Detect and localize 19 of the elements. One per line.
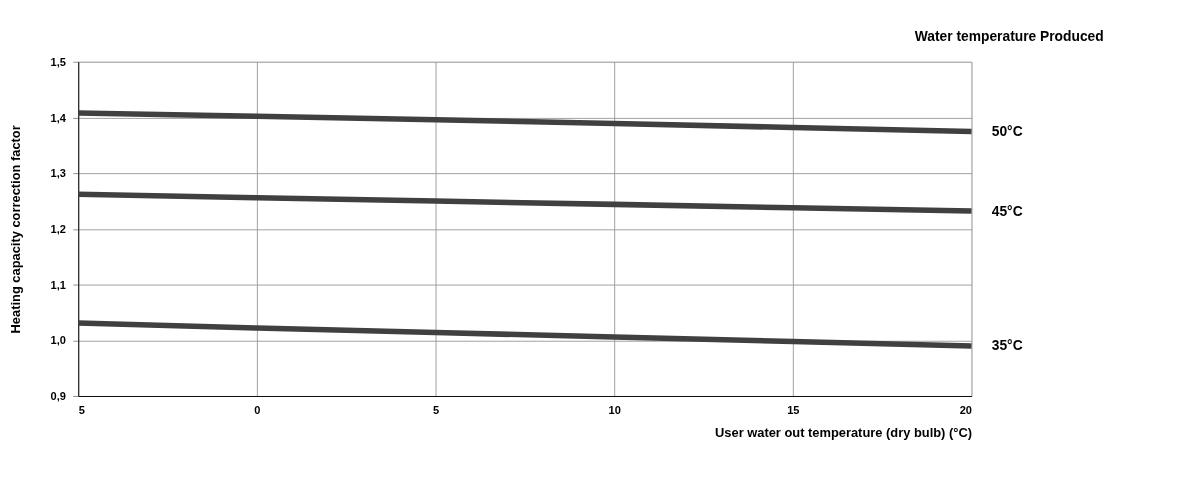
x-tick-label: 0 (254, 403, 261, 416)
y-tick-label: 1,1 (50, 278, 66, 291)
x-tick-label: 10 (608, 403, 621, 416)
y-axis-title: Heating capacity correction factor (8, 125, 24, 334)
x-axis-title: User water out temperature (dry bulb) (°C) (715, 425, 972, 441)
y-tick-label: 0,9 (50, 390, 66, 403)
y-tick-label: 1,0 (50, 334, 66, 347)
legend-title: Water temperature Produced (914, 27, 1104, 44)
y-tick-label: 1,4 (50, 111, 67, 124)
y-tick-label: 1,3 (50, 167, 66, 180)
series-label: 35°C (991, 337, 1023, 354)
series-label: 50°C (991, 123, 1023, 139)
y-tick-label: 1,5 (50, 55, 66, 68)
x-tick-label: 20 (959, 403, 972, 416)
y-tick-label: 1,2 (50, 223, 66, 236)
x-tick-label: 5 (78, 403, 85, 416)
series-label: 45°C (991, 202, 1023, 219)
x-tick-label: 5 (432, 403, 440, 416)
x-tick-label: 15 (787, 403, 800, 416)
